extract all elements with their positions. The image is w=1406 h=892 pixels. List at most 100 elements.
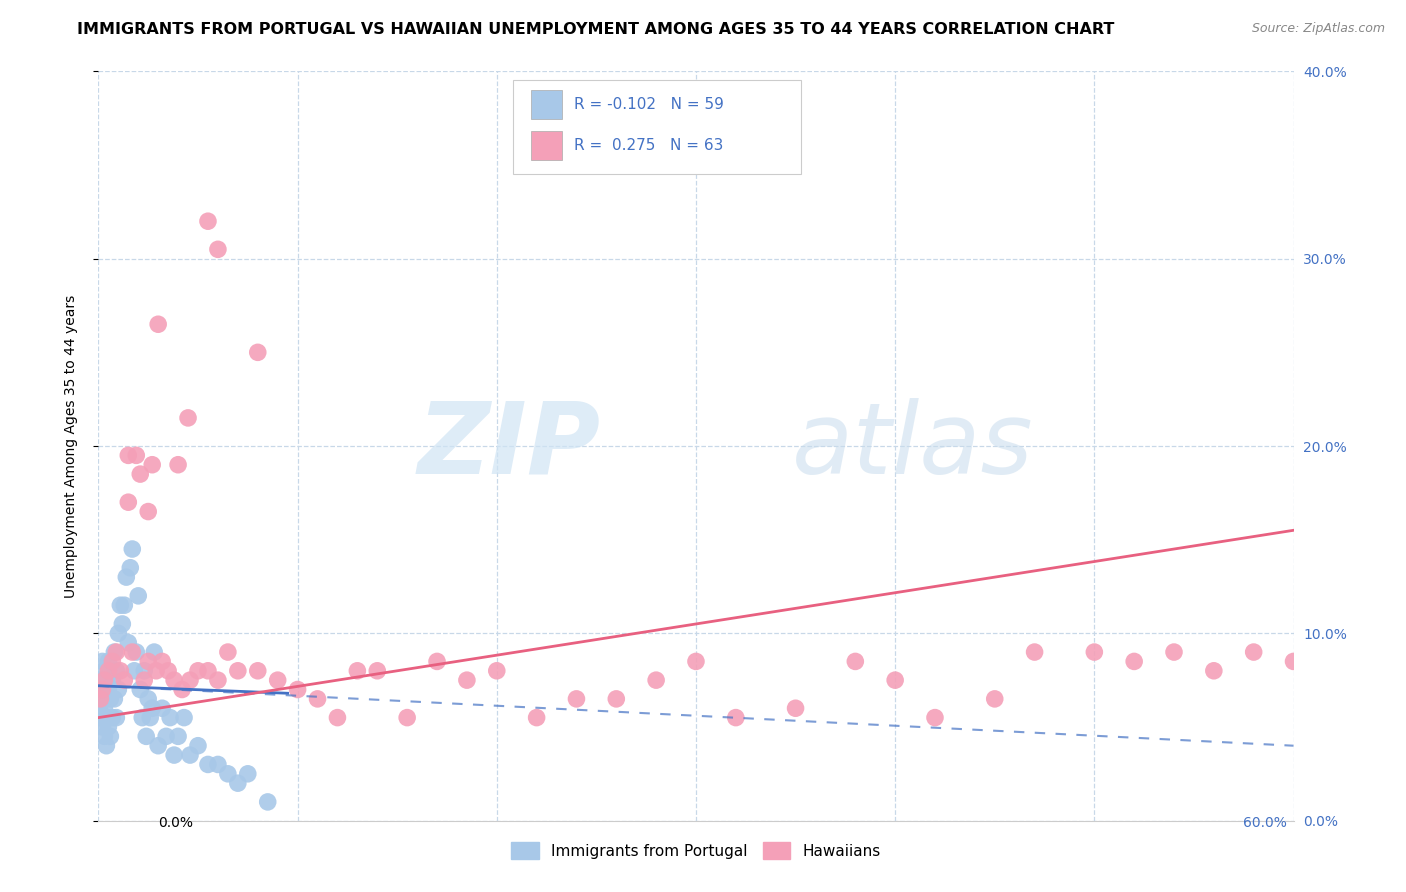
Point [105,710,128,724]
Point [177,411,200,425]
Point [246,345,269,359]
Point [426,655,449,669]
Legend: Immigrants from Portugal, Hawaiians: Immigrants from Portugal, Hawaiians [505,836,887,865]
Point [90,682,112,697]
Point [179,673,201,688]
Point [1083,645,1105,659]
Point [148,739,170,753]
Y-axis label: Unemployment Among Ages 35 to 44 years: Unemployment Among Ages 35 to 44 years [63,294,77,598]
Point [1282,655,1305,669]
Point [785,701,807,715]
Point [135,730,157,744]
Point [207,673,229,688]
Point [97,720,120,734]
Point [685,655,707,669]
Text: Source: ZipAtlas.com: Source: ZipAtlas.com [1251,22,1385,36]
Point [89,692,111,706]
Point [150,701,173,715]
Text: 0.0%: 0.0% [159,816,193,830]
Point [187,739,209,753]
Point [136,692,159,706]
Point [89,673,111,688]
Point [131,710,153,724]
Point [115,570,138,584]
Point [141,701,163,715]
Point [1163,645,1185,659]
Point [105,664,128,678]
Point [526,710,548,724]
Point [565,692,588,706]
Point [98,692,122,706]
Point [1243,645,1265,659]
Point [125,645,148,659]
Point [226,776,249,790]
Point [145,664,167,678]
Point [105,645,128,659]
Point [236,767,259,781]
Point [96,710,118,724]
Point [136,655,159,669]
Point [346,664,368,678]
Point [924,710,946,724]
Point [117,635,139,649]
Point [129,467,152,482]
Point [143,645,166,659]
Point [97,655,120,669]
Point [217,645,239,659]
Point [150,655,173,669]
Point [217,767,239,781]
Point [148,318,170,332]
Point [117,495,139,509]
Point [163,747,186,762]
Point [129,682,152,697]
Point [167,730,190,744]
Point [605,692,627,706]
Text: R =  0.275   N = 63: R = 0.275 N = 63 [574,138,723,153]
Point [207,243,229,257]
Point [256,795,278,809]
Point [197,214,219,228]
Point [163,673,186,688]
Point [98,730,122,744]
Point [173,710,195,724]
Point [111,617,134,632]
Point [107,626,129,640]
Point [117,449,139,463]
Point [226,664,249,678]
Point [884,673,907,688]
Point [157,664,180,678]
Point [287,682,309,697]
Point [136,505,159,519]
Point [91,720,114,734]
Point [112,599,135,613]
Point [187,664,209,678]
Point [1024,645,1046,659]
Point [112,673,135,688]
Point [89,701,111,715]
Point [396,710,419,724]
Point [267,673,290,688]
Text: R = -0.102   N = 59: R = -0.102 N = 59 [574,97,724,112]
Text: atlas: atlas [792,398,1033,494]
Point [91,692,114,706]
Point [124,664,146,678]
Point [159,710,181,724]
Point [107,682,129,697]
Point [179,747,201,762]
Point [172,682,194,697]
Point [101,673,124,688]
Point [246,664,269,678]
Point [103,692,125,706]
Point [167,458,190,472]
Point [121,542,143,557]
Point [93,673,115,688]
Point [110,599,132,613]
Point [485,664,508,678]
Point [89,710,111,724]
Point [456,673,478,688]
Point [141,458,163,472]
Point [134,673,156,688]
Point [125,449,148,463]
Point [197,757,219,772]
Point [91,655,114,669]
